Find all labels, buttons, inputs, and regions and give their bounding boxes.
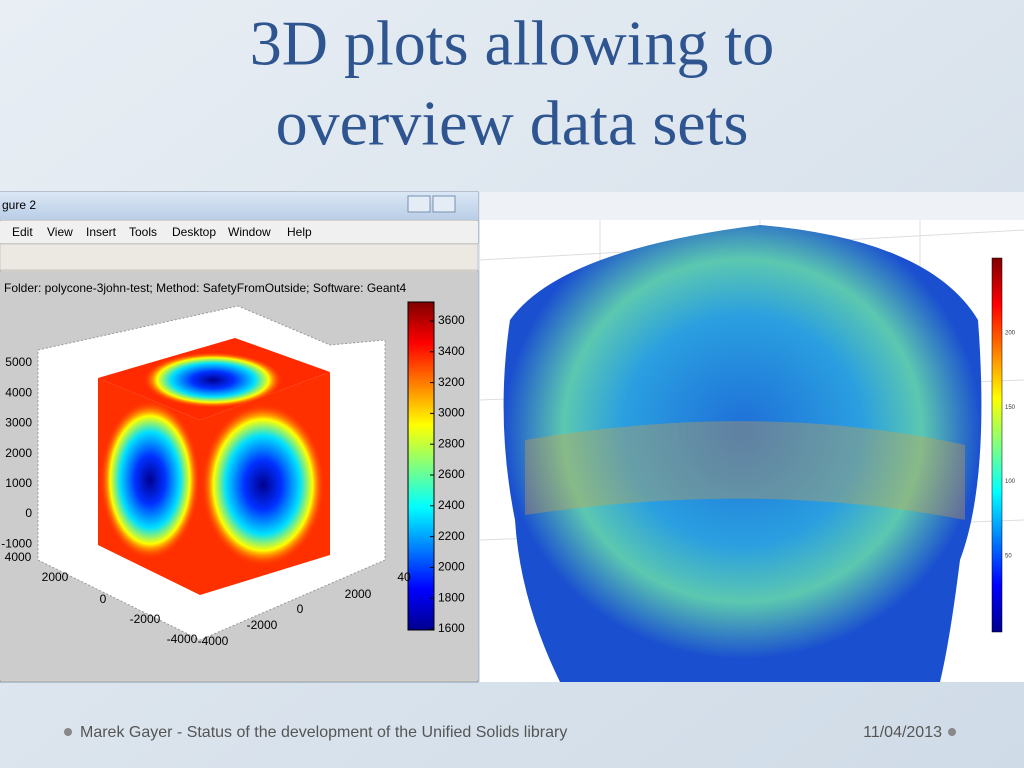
title-line: overview data sets — [276, 88, 749, 159]
colorbar-tick-label: 100 — [1005, 479, 1016, 485]
cube-plot — [37, 305, 386, 641]
y-tick-label: -4000 — [198, 634, 229, 648]
colorbar — [407, 301, 435, 631]
footer-date: 11/04/2013 — [863, 724, 942, 741]
x-tick-label: 2000 — [42, 570, 69, 584]
title-line: 3D plots allowing to — [250, 8, 774, 79]
maximize-button[interactable] — [432, 195, 456, 213]
y-tick-label: 0 — [297, 602, 304, 616]
bullet — [64, 728, 72, 736]
minimize-button[interactable] — [407, 195, 431, 213]
z-tick-label: 0 — [25, 506, 32, 520]
colorbar-tick-label: 2200 — [438, 529, 465, 543]
x-tick-label: -2000 — [130, 612, 161, 626]
bullet — [948, 728, 956, 736]
colorbar-tick-label: 200 — [1005, 331, 1016, 337]
z-tick-label: 5000 — [5, 355, 32, 369]
y-tick-label: 40 — [397, 570, 411, 584]
colorbar-tick-label: 3600 — [438, 313, 465, 327]
menu-item[interactable]: Window — [228, 225, 271, 239]
y-tick-label: 2000 — [345, 587, 372, 601]
colorbar-tick-label: 3000 — [438, 406, 465, 420]
colorbar-tick-label: 1800 — [438, 590, 465, 604]
menu-item[interactable]: Edit — [12, 225, 33, 239]
colorbar-tick-label: 2800 — [438, 436, 465, 450]
window-title: gure 2 — [2, 198, 36, 212]
colorbar-tick-label: 3200 — [438, 375, 465, 389]
plot-title: Folder: polycone-3john-test; Method: Saf… — [4, 281, 407, 295]
z-tick-label: 1000 — [5, 476, 32, 490]
z-tick-label: -1000 — [1, 536, 32, 550]
colorbar-tick-label: 3400 — [438, 344, 465, 358]
footer-text: Marek Gayer - Status of the development … — [80, 724, 567, 741]
colorbar-tick-label: 1600 — [438, 621, 465, 635]
colorbar — [991, 257, 1003, 633]
menu-item[interactable]: Insert — [86, 225, 117, 239]
colorbar-tick-label: 50 — [1005, 553, 1012, 559]
colorbar-tick-label: 2600 — [438, 467, 465, 481]
x-tick-label: 4000 — [5, 550, 32, 564]
menu-item[interactable]: Desktop — [172, 225, 216, 239]
colorbar-tick-label: 2000 — [438, 560, 465, 574]
y-tick-label: -2000 — [247, 618, 278, 632]
z-tick-label: 4000 — [5, 385, 32, 399]
x-tick-label: 0 — [100, 592, 107, 606]
x-tick-label: -4000 — [167, 632, 198, 646]
left-window: gure 2 Folder: polycone-3john-test; Meth… — [0, 191, 479, 683]
colorbar-tick-label: 2400 — [438, 498, 465, 512]
menu-item[interactable]: Tools — [129, 225, 157, 239]
menu-item[interactable]: View — [47, 225, 73, 239]
z-tick-label: 3000 — [5, 416, 32, 430]
z-tick-label: 2000 — [5, 446, 32, 460]
menu-item[interactable]: Help — [287, 225, 312, 239]
point-cloud — [503, 225, 982, 682]
right-window — [479, 192, 1024, 682]
colorbar-tick-label: 150 — [1005, 405, 1016, 411]
